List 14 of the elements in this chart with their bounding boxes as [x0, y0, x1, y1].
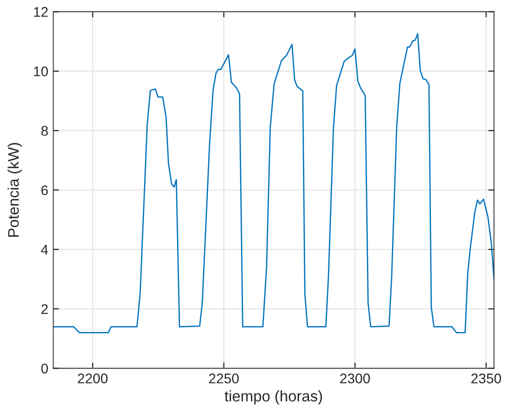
x-tick-label: 2350: [471, 374, 502, 384]
line-series: [53, 33, 494, 334]
y-tick-label: 2: [41, 304, 48, 314]
x-tick-label: 2300: [340, 374, 370, 384]
y-axis-title: Potencia (kW): [8, 142, 22, 237]
y-tick-label: 0: [41, 364, 48, 374]
y-tick-label: 8: [41, 126, 48, 136]
y-tick-label: 10: [34, 66, 48, 76]
x-axis-title: tiempo (horas): [224, 390, 322, 405]
y-tick-label: 12: [34, 7, 48, 17]
x-tick-label: 2250: [209, 374, 239, 384]
y-tick-label: 4: [41, 244, 48, 254]
y-tick-label: 6: [41, 185, 48, 196]
x-tick-label: 2200: [78, 374, 108, 384]
